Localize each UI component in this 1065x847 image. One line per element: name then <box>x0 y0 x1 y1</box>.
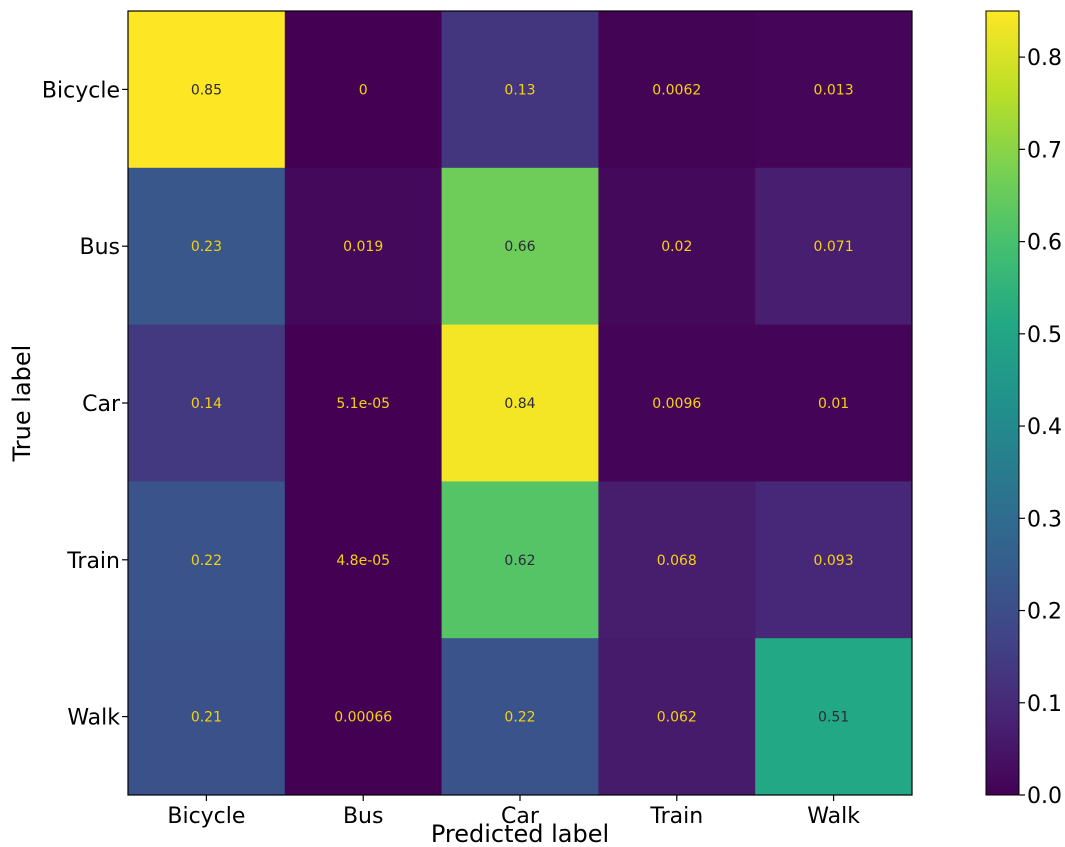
cell-value-label: 0.22 <box>191 553 222 569</box>
cell-value-label: 0 <box>359 82 368 98</box>
colorbar-tick-label: 0.4 <box>1027 415 1062 440</box>
cell-value-label: 0.14 <box>191 396 222 412</box>
cell-value-label: 0.013 <box>814 82 854 98</box>
colorbar-tick-label: 0.7 <box>1027 138 1062 163</box>
x-axis-label: Predicted label <box>431 820 609 847</box>
cell-value-label: 0.01 <box>818 396 849 412</box>
heatmap-cell <box>441 167 599 326</box>
colorbar-tick-label: 0.8 <box>1027 46 1062 71</box>
cell-value-label: 0.0096 <box>652 396 701 412</box>
x-tick-label: Bus <box>343 804 384 829</box>
heatmap-cell <box>755 638 913 796</box>
y-tick-label: Car <box>82 392 121 417</box>
heatmap-cell <box>598 638 756 796</box>
heatmap-cell <box>128 481 286 639</box>
heatmap-cell <box>598 167 756 326</box>
cell-value-label: 4.8e-05 <box>336 553 390 569</box>
x-tick-label: Car <box>501 804 540 829</box>
cell-value-label: 0.00066 <box>334 710 392 726</box>
cell-value-label: 0.51 <box>818 710 849 726</box>
colorbar-tick-label: 0.3 <box>1027 507 1062 532</box>
heatmap-cell <box>755 167 913 326</box>
heatmap-cell <box>598 324 756 482</box>
heatmap-cell <box>598 481 756 639</box>
cell-value-label: 0.84 <box>504 396 535 412</box>
cell-value-labels: 0.85 0 0.13 0.0062 0.013 0.23 0.019 0.66 0.02 0.0… <box>191 82 854 725</box>
heatmap-cell <box>128 324 286 482</box>
cell-value-label: 0.62 <box>504 553 535 569</box>
y-axis-label: True label <box>8 345 36 463</box>
x-axis-ticks: Bicycle Bus Car Train Walk <box>167 795 860 829</box>
cell-value-label: 0.093 <box>814 553 854 569</box>
heatmap-cell <box>755 324 913 482</box>
colorbar-tick-label: 0.2 <box>1027 600 1062 625</box>
heatmap-cell <box>128 11 286 169</box>
heatmap-cell <box>441 324 599 482</box>
x-tick-label: Bicycle <box>167 804 245 829</box>
heatmap-cell <box>441 481 599 639</box>
y-axis-ticks: Bicycle Bus Car Train Walk <box>42 78 128 731</box>
x-tick-label: Walk <box>807 804 860 829</box>
colorbar <box>985 10 1020 796</box>
heatmap-cell <box>284 167 443 326</box>
cell-value-label: 0.13 <box>504 82 535 98</box>
cell-value-label: 0.019 <box>343 239 383 255</box>
y-tick-label: Train <box>66 549 120 574</box>
heatmap-cell <box>755 11 913 169</box>
heatmap-cell <box>128 167 286 326</box>
y-tick-label: Bus <box>80 235 121 260</box>
cell-value-label: 0.0062 <box>652 82 701 98</box>
heatmap-cell <box>598 11 756 169</box>
heatmap-cell <box>284 324 443 482</box>
heatmap-cells <box>128 11 913 796</box>
cell-value-label: 0.22 <box>504 710 535 726</box>
x-tick-label: Train <box>649 804 703 829</box>
cell-value-label: 0.66 <box>504 239 535 255</box>
colorbar-tick-label: 0.6 <box>1027 231 1062 256</box>
heatmap-cell <box>128 638 286 796</box>
cell-value-label: 0.85 <box>191 82 222 98</box>
heatmap-cell <box>441 11 599 169</box>
heatmap-cell <box>284 481 443 639</box>
heatmap-cell <box>441 638 599 796</box>
colorbar-tick-label: 0.0 <box>1027 784 1062 809</box>
heatmap-cell <box>755 481 913 639</box>
cell-value-label: 5.1e-05 <box>336 396 390 412</box>
cell-value-label: 0.071 <box>814 239 854 255</box>
cell-value-label: 0.02 <box>661 239 692 255</box>
colorbar-ticks: 0.0 0.1 0.2 0.3 0.4 0.5 0.6 0.7 0.8 <box>1019 46 1062 809</box>
colorbar-tick-label: 0.1 <box>1027 692 1062 717</box>
heatmap-cell <box>284 11 443 169</box>
colorbar-tick-label: 0.5 <box>1027 323 1062 348</box>
cell-value-label: 0.21 <box>191 710 222 726</box>
y-tick-label: Walk <box>67 706 120 731</box>
cell-value-label: 0.062 <box>657 710 697 726</box>
cell-value-label: 0.068 <box>657 553 697 569</box>
heatmap-cell <box>284 638 443 796</box>
y-tick-label: Bicycle <box>42 78 120 103</box>
cell-value-label: 0.23 <box>191 239 222 255</box>
